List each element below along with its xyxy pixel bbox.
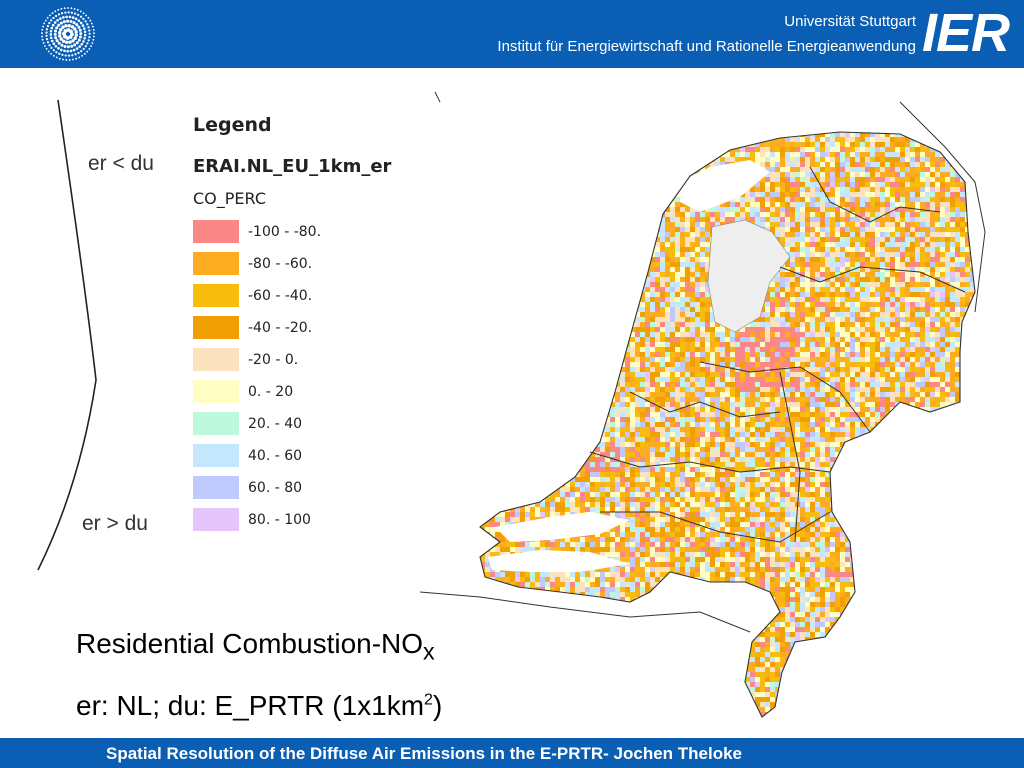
legend-swatch [193, 476, 239, 499]
legend-label: 40. - 60 [248, 448, 303, 464]
ier-logo: IER [922, 3, 1010, 63]
legend-item: 60. - 80 [193, 476, 393, 500]
institute-name: Institut für Energiewirtschaft und Ratio… [497, 38, 916, 55]
legend-swatch [193, 252, 239, 275]
legend-swatch [193, 412, 239, 435]
legend-swatch [193, 380, 239, 403]
caption-sector-subscript: x [423, 638, 435, 665]
legend-swatch [193, 284, 239, 307]
legend-swatch [193, 348, 239, 371]
legend-layer-name: ERAI.NL_EU_1km_er [193, 156, 392, 177]
university-name: Universität Stuttgart [784, 13, 916, 30]
zeeland-water-1 [495, 512, 630, 542]
note-er-greater-than-du: er > du [82, 512, 148, 535]
caption-comparison-end: ) [432, 690, 443, 721]
footer-title: Spatial Resolution of the Diffuse Air Em… [106, 744, 743, 763]
note-er-less-than-du: er < du [88, 152, 154, 175]
legend-item: -60 - -40. [193, 284, 393, 308]
country-border-south [419, 591, 751, 633]
legend-title: Legend [193, 114, 272, 136]
legend-field-name: CO_PERC [193, 189, 267, 208]
legend-label: 80. - 100 [248, 512, 311, 528]
legend-item: 80. - 100 [193, 508, 393, 532]
legend-item: 0. - 20 [193, 380, 393, 404]
legend-label: -60 - -40. [248, 288, 313, 304]
province-border-2 [779, 266, 966, 293]
legend-label: 0. - 20 [248, 384, 294, 400]
caption-sector: Residential Combustion-NOx [76, 628, 435, 666]
legend-label: 20. - 40 [248, 416, 303, 432]
legend-item: -80 - -60. [193, 252, 393, 276]
caption-comparison-text: er: NL; du: E_PRTR (1x1km [76, 690, 425, 721]
coast-line-north [434, 91, 441, 103]
legend-item: 40. - 60 [193, 444, 393, 468]
wadden-water [680, 160, 770, 212]
province-border-5 [589, 451, 831, 473]
province-border-1 [809, 166, 941, 223]
province-border-7 [779, 371, 801, 543]
country-border-east [899, 101, 986, 313]
footer-bar: Spatial Resolution of the Diffuse Air Em… [0, 738, 1024, 768]
legend-label: -100 - -80. [248, 224, 322, 240]
legend-label: -20 - 0. [248, 352, 299, 368]
caption-comparison: er: NL; du: E_PRTR (1x1km2) [76, 690, 442, 722]
legend-item: -40 - -20. [193, 316, 393, 340]
province-border-3 [699, 361, 871, 433]
legend-label: 60. - 80 [248, 480, 303, 496]
province-border-4 [629, 391, 781, 418]
legend-item: -20 - 0. [193, 348, 393, 372]
province-border-6 [600, 511, 831, 543]
legend-label: -40 - -20. [248, 320, 313, 336]
netherlands-difference-map [419, 91, 986, 718]
legend-swatch [193, 220, 239, 243]
legend-label: -80 - -60. [248, 256, 313, 272]
legend-item: -100 - -80. [193, 220, 393, 244]
comparison-bracket [37, 99, 97, 571]
legend-item: 20. - 40 [193, 412, 393, 436]
legend-swatch [193, 444, 239, 467]
caption-sector-text: Residential Combustion-NO [76, 628, 424, 659]
header-bar: Universität Stuttgart Institut für Energ… [0, 0, 1024, 68]
caption-comparison-superscript: 2 [424, 691, 433, 709]
legend-swatch [193, 316, 239, 339]
legend-swatch [193, 508, 239, 531]
ijsselmeer-water [707, 219, 791, 333]
zeeland-water-2 [488, 550, 630, 572]
university-seal-icon [41, 7, 95, 61]
